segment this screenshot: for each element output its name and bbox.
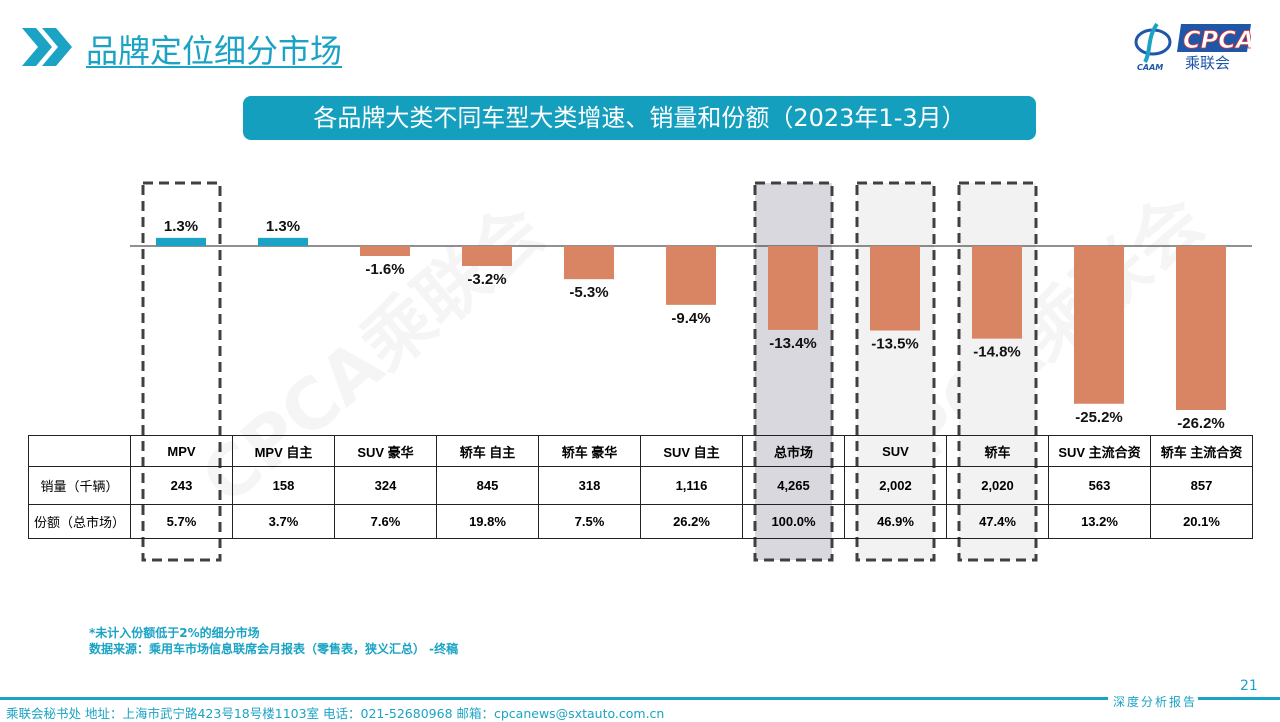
table-cell: 轿车 主流合资 (1150, 435, 1253, 467)
data-label: -3.2% (467, 271, 506, 288)
table-cell: 13.2% (1048, 504, 1151, 539)
table-cell: 26.2% (640, 504, 743, 539)
table-cell: 19.8% (436, 504, 539, 539)
table-cell: 总市场 (742, 435, 845, 467)
data-label: -13.5% (871, 336, 919, 353)
page-title: 品牌定位细分市场 (86, 32, 343, 70)
table-cell: 1,116 (640, 466, 743, 505)
data-label: -14.8% (973, 344, 1021, 361)
table-header: MPV MPV 自主 SUV 豪华 轿车 自主 轿车 豪华 SUV 自主 总市场 SUV 轿车 S… (28, 435, 1253, 467)
table-cell: 20.1% (1150, 504, 1253, 539)
table-cell: 2,002 (844, 466, 947, 505)
footer-divider (0, 697, 1108, 700)
table-cell: 318 (538, 466, 641, 505)
table-cell: 46.9% (844, 504, 947, 539)
footnote: *未计入份额低于2%的细分市场 (89, 626, 260, 640)
bar (1074, 246, 1124, 404)
data-label: 1.3% (266, 218, 300, 235)
report-label: 深度分析报告 (1113, 695, 1198, 709)
bar (870, 246, 920, 331)
svg-text:乘联会: 乘联会 (1185, 54, 1230, 72)
chevron-icon (22, 28, 72, 66)
row-label: 份额（总市场） (28, 504, 131, 539)
table-cell: SUV 主流合资 (1048, 435, 1151, 467)
table-cell: 5.7% (130, 504, 233, 539)
data-label: -1.6% (365, 261, 404, 278)
table-cell: 563 (1048, 466, 1151, 505)
svg-text:CAAM: CAAM (1137, 63, 1163, 72)
table-cell: SUV 豪华 (334, 435, 437, 467)
footer-divider (1198, 697, 1280, 700)
data-label: -26.2% (1177, 415, 1225, 432)
table-cell: 47.4% (946, 504, 1049, 539)
bar (360, 246, 410, 257)
table-cell: 100.0% (742, 504, 845, 539)
table-cell: SUV 自主 (640, 435, 743, 467)
bar (972, 246, 1022, 339)
bar (768, 246, 818, 330)
data-source: 数据来源：乘用车市场信息联席会月报表（零售表，狭义汇总） -终稿 (89, 642, 459, 656)
table-row: 销量（千辆） 243 158 324 845 318 1,116 4,265 2,002 2,02… (28, 466, 1253, 505)
table-cell: 324 (334, 466, 437, 505)
chart-subtitle: 各品牌大类不同车型大类增速、销量和份额（2023年1-3月） (243, 96, 1036, 140)
page-number: 21 (1240, 678, 1258, 694)
table-cell: 轿车 自主 (436, 435, 539, 467)
bar (564, 246, 614, 280)
cpca-logo: CAAM CPCA 乘联会 (1133, 18, 1255, 76)
table-cell: 857 (1150, 466, 1253, 505)
table-cell: 3.7% (232, 504, 335, 539)
bar (258, 237, 308, 246)
bar (156, 237, 206, 246)
row-label (28, 435, 131, 467)
table-cell: 845 (436, 466, 539, 505)
bar (1176, 246, 1226, 411)
svg-text:CPCA: CPCA (1183, 26, 1251, 54)
table-cell: 4,265 (742, 466, 845, 505)
data-label: -5.3% (569, 284, 608, 301)
data-label: 1.3% (164, 218, 198, 235)
table-cell: 轿车 豪华 (538, 435, 641, 467)
data-label: -13.4% (769, 335, 817, 352)
table-cell: 243 (130, 466, 233, 505)
footer-address: 乘联会秘书处 地址：上海市武宁路423号18号楼1103室 电话：021-526… (6, 706, 665, 721)
bar (666, 246, 716, 305)
table-cell: SUV (844, 435, 947, 467)
table-cell: 2,020 (946, 466, 1049, 505)
table-row: 份额（总市场） 5.7% 3.7% 7.6% 19.8% 7.5% 26.2% 100.0% 4… (28, 504, 1253, 539)
table-cell: 7.6% (334, 504, 437, 539)
table-cell: 158 (232, 466, 335, 505)
row-label: 销量（千辆） (28, 466, 131, 505)
highlight-box (141, 181, 222, 562)
table-cell: 轿车 (946, 435, 1049, 467)
data-label: -9.4% (671, 310, 710, 327)
table-cell: MPV 自主 (232, 435, 335, 467)
bar (462, 246, 512, 267)
table-cell: 7.5% (538, 504, 641, 539)
data-table: MPV MPV 自主 SUV 豪华 轿车 自主 轿车 豪华 SUV 自主 总市场 SUV 轿车 S… (28, 435, 1253, 539)
table-cell: MPV (130, 435, 233, 467)
data-label: -25.2% (1075, 409, 1123, 426)
